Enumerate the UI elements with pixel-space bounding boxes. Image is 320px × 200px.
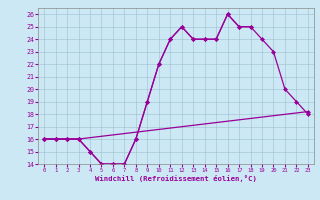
- X-axis label: Windchill (Refroidissement éolien,°C): Windchill (Refroidissement éolien,°C): [95, 175, 257, 182]
